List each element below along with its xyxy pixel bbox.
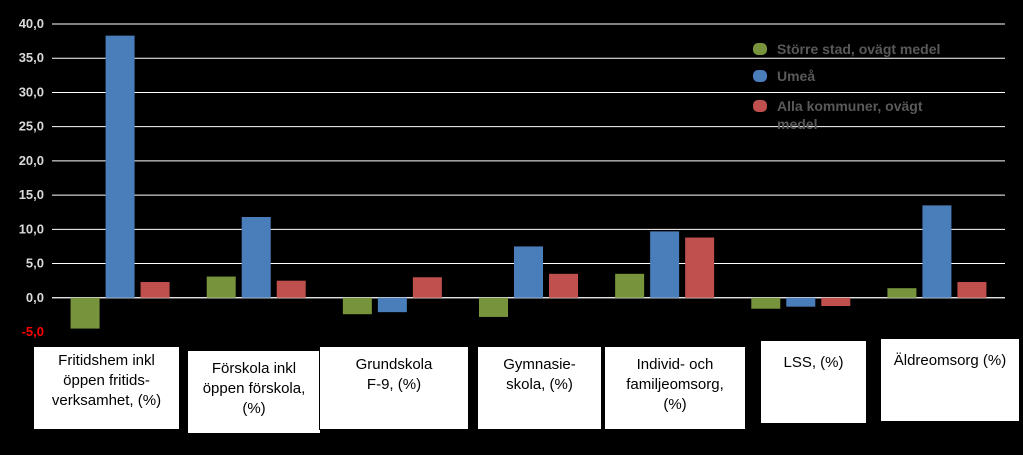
bar xyxy=(685,237,715,298)
y-tick-label: 30,0 xyxy=(19,84,44,99)
gridlines xyxy=(52,23,1005,299)
category-label-lss: LSS, (%) xyxy=(760,340,867,424)
bar xyxy=(105,35,135,298)
bar xyxy=(377,297,407,313)
legend-marker xyxy=(753,100,767,112)
bar xyxy=(786,297,816,307)
bar xyxy=(887,288,917,298)
legend-label: Större stad, ovägt medel xyxy=(777,41,940,57)
legend-label: Alla kommuner, ovägt medel xyxy=(777,98,923,132)
y-axis-tick-labels: -5,0 0,0 5,0 10,0 15,0 20,0 25,0 30,0 35,0 40,0 xyxy=(19,16,44,339)
y-tick-label: 35,0 xyxy=(19,50,44,65)
y-tick-label: 0,0 xyxy=(26,290,44,305)
bar xyxy=(957,282,987,298)
category-label-forskola: Förskola inkl öppen förskola, (%) xyxy=(187,350,321,434)
category-label-fritidshem: Fritidshem inkl öppen fritids-verksamhet… xyxy=(33,346,180,430)
bar xyxy=(514,246,543,298)
bar xyxy=(650,231,680,298)
legend-marker xyxy=(753,70,767,82)
y-tick-label: 15,0 xyxy=(19,187,44,202)
y-tick-label: 25,0 xyxy=(19,119,44,134)
legend-marker xyxy=(753,43,767,55)
category-label-aldreomsorg: Äldreomsorg (%) xyxy=(880,338,1020,422)
legend-label: Umeå xyxy=(777,68,815,84)
y-tick-label: 10,0 xyxy=(19,221,44,236)
bar xyxy=(615,273,645,298)
bar xyxy=(276,280,306,298)
legend: Större stad, ovägt medel Umeå Alla kommune… xyxy=(753,41,940,132)
bar xyxy=(751,297,781,309)
y-tick-label: -5,0 xyxy=(22,324,44,339)
y-tick-label: 5,0 xyxy=(26,256,44,271)
category-label-grundskola: Grundskola F-9, (%) xyxy=(319,346,469,430)
category-label-gymnasieskola: Gymnasie-skola, (%) xyxy=(477,346,602,430)
y-tick-label: 40,0 xyxy=(19,16,44,31)
bar-chart: -5,0 0,0 5,0 10,0 15,0 20,0 25,0 30,0 35,0 40,0 S… xyxy=(19,16,1005,339)
bar xyxy=(922,205,952,298)
bar xyxy=(549,273,578,298)
bar xyxy=(342,297,372,315)
bar xyxy=(821,297,851,306)
bars xyxy=(70,35,987,329)
bar xyxy=(140,282,170,298)
category-label-individ-familjeomsorg: Individ- och familjeomsorg, (%) xyxy=(604,346,746,430)
bar xyxy=(412,277,442,298)
bar xyxy=(70,297,100,329)
y-tick-label: 20,0 xyxy=(19,153,44,168)
bar xyxy=(241,217,271,298)
bar xyxy=(479,297,508,317)
bar xyxy=(206,276,236,298)
